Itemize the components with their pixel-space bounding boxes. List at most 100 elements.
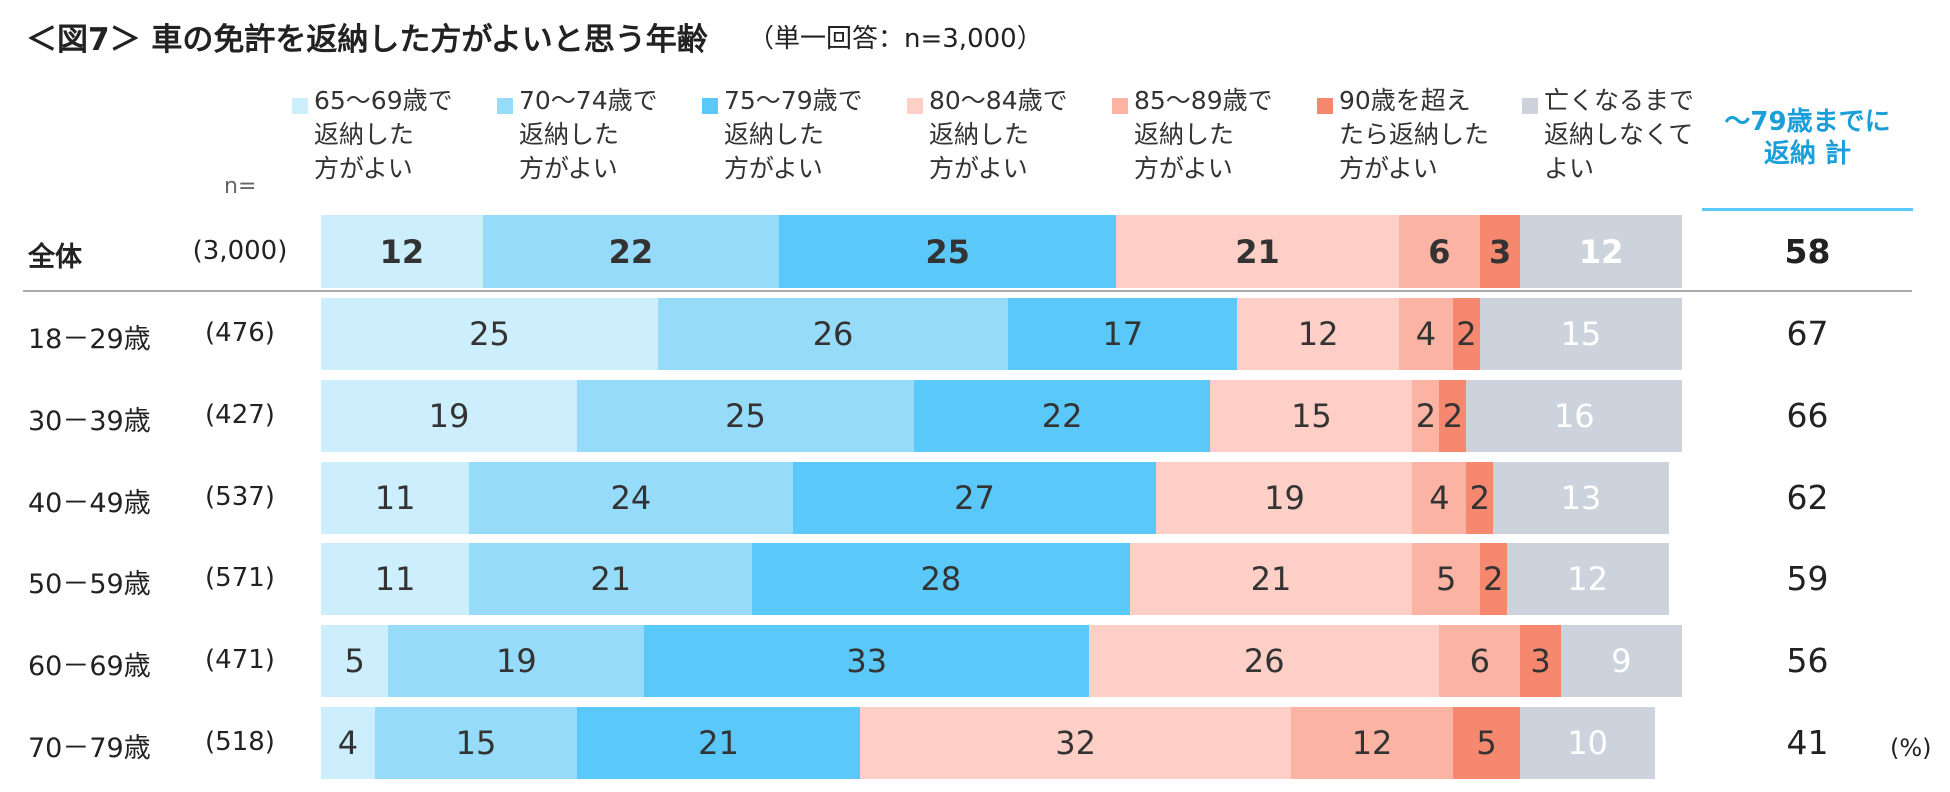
- value-label: 2: [1456, 315, 1477, 353]
- total-value: 41: [1786, 723, 1829, 762]
- total-value: 67: [1786, 314, 1829, 353]
- bar-segment: 21: [1116, 215, 1399, 288]
- bar-segment: 2: [1439, 379, 1467, 452]
- legend-swatch: [1317, 98, 1333, 114]
- value-label: 33: [846, 642, 888, 681]
- bar-segment: 4: [1412, 461, 1467, 534]
- category-label: 50－59歳: [28, 569, 151, 601]
- value-label: 2: [1442, 396, 1464, 435]
- bar-segment: 3: [1479, 215, 1521, 288]
- value-label: 2: [1483, 560, 1504, 599]
- value-label: 32: [1055, 724, 1096, 762]
- value-label: 6: [1428, 232, 1451, 271]
- legend-swatch: [497, 98, 513, 114]
- legend-label: 70～74歳で 返納した 方がよい: [519, 86, 658, 183]
- value-label: 4: [1429, 478, 1450, 517]
- bar-segment: 19: [321, 379, 578, 452]
- bar-segment: 15: [374, 707, 578, 779]
- unit-label: (%): [1890, 734, 1932, 762]
- value-label: 21: [1250, 560, 1292, 599]
- value-label: 12: [1578, 232, 1624, 271]
- bar-segment: 2: [1452, 298, 1480, 370]
- bar-segment: 12: [1291, 707, 1453, 779]
- category-label: 70－79歳: [28, 733, 151, 764]
- value-label: 26: [1243, 642, 1285, 681]
- legend-label: 65～69歳で 返納した 方がよい: [314, 86, 453, 183]
- bar-segment: 32: [860, 707, 1292, 779]
- value-label: 21: [698, 724, 739, 762]
- bar-segment: 15: [1210, 379, 1413, 452]
- n-label: (427): [205, 399, 275, 430]
- bar-segment: 12: [1506, 543, 1669, 616]
- value-label: 10: [1567, 724, 1609, 762]
- chart-subtitle: （単一回答：n=3,000）: [748, 24, 1043, 54]
- value-label: 11: [374, 478, 416, 517]
- total-value: 59: [1786, 559, 1829, 599]
- value-label: 21: [590, 560, 632, 599]
- total-value: 58: [1784, 231, 1831, 271]
- bar-segment: 24: [469, 461, 793, 534]
- legend-label: 85～89歳で 返納した 方がよい: [1134, 86, 1273, 183]
- bar-segment: 19: [1156, 461, 1413, 534]
- n-label: (537): [205, 481, 275, 512]
- legend-label: 90歳を超え たら返納した 方がよい: [1339, 86, 1490, 183]
- n-label: (518): [205, 727, 275, 757]
- legend-label: 75～79歳で 返納した 方がよい: [724, 86, 863, 183]
- bar-segment: 2: [1412, 379, 1440, 452]
- value-label: 13: [1560, 478, 1602, 517]
- bar-segment: 16: [1466, 379, 1682, 452]
- bar-segment: 2: [1466, 461, 1494, 534]
- value-label: 4: [337, 724, 359, 762]
- value-label: 15: [1291, 396, 1332, 435]
- value-label: 15: [455, 724, 497, 762]
- value-label: 19: [496, 642, 537, 681]
- value-label: 19: [428, 396, 470, 435]
- category-label: 60－69歳: [28, 651, 151, 683]
- value-label: 12: [379, 232, 425, 271]
- bar-segment: 4: [321, 707, 375, 779]
- value-label: 9: [1611, 642, 1632, 681]
- bar-segment: 13: [1493, 461, 1669, 534]
- value-label: 11: [374, 560, 416, 599]
- value-label: 12: [1351, 724, 1393, 762]
- bar-segment: 5: [1452, 707, 1521, 779]
- separator: [23, 290, 1912, 292]
- total-value: 62: [1786, 477, 1829, 517]
- value-label: 25: [725, 396, 766, 435]
- value-label: 5: [344, 642, 365, 681]
- bar-segment: 12: [321, 215, 483, 288]
- value-label: 25: [925, 232, 970, 271]
- bar-segment: 2: [1479, 543, 1507, 616]
- value-label: 19: [1264, 478, 1305, 517]
- bar-segment: 22: [913, 379, 1211, 452]
- bar-segment: 27: [792, 461, 1157, 534]
- bar-segment: 26: [657, 298, 1009, 370]
- bar-segment: 6: [1399, 215, 1480, 288]
- header-rule: [1702, 208, 1913, 211]
- value-label: 3: [1530, 642, 1551, 681]
- value-label: 3: [1488, 232, 1512, 271]
- value-label: 25: [469, 315, 510, 353]
- value-label: 24: [610, 478, 652, 517]
- value-label: 17: [1102, 315, 1144, 353]
- bar-segment: 33: [644, 625, 1090, 698]
- value-label: 26: [812, 315, 854, 353]
- value-label: 12: [1567, 560, 1609, 599]
- bar-segment: 12: [1237, 298, 1399, 370]
- legend-swatch: [292, 98, 308, 114]
- bar-segment: 11: [321, 461, 470, 534]
- value-label: 5: [1476, 724, 1497, 762]
- bar-segment: 21: [469, 543, 753, 616]
- legend-swatch: [702, 98, 718, 114]
- value-label: 4: [1415, 315, 1437, 353]
- value-label: 22: [608, 232, 654, 271]
- category-label: 18－29歳: [28, 324, 151, 355]
- bar-segment: 5: [321, 625, 389, 698]
- category-label: 全体: [28, 241, 82, 273]
- bar-segment: 25: [779, 215, 1117, 288]
- n-label: (3,000): [192, 235, 288, 266]
- value-label: 2: [1469, 478, 1491, 517]
- bar-segment: 22: [482, 215, 780, 288]
- category-label: 30－39歳: [28, 405, 151, 437]
